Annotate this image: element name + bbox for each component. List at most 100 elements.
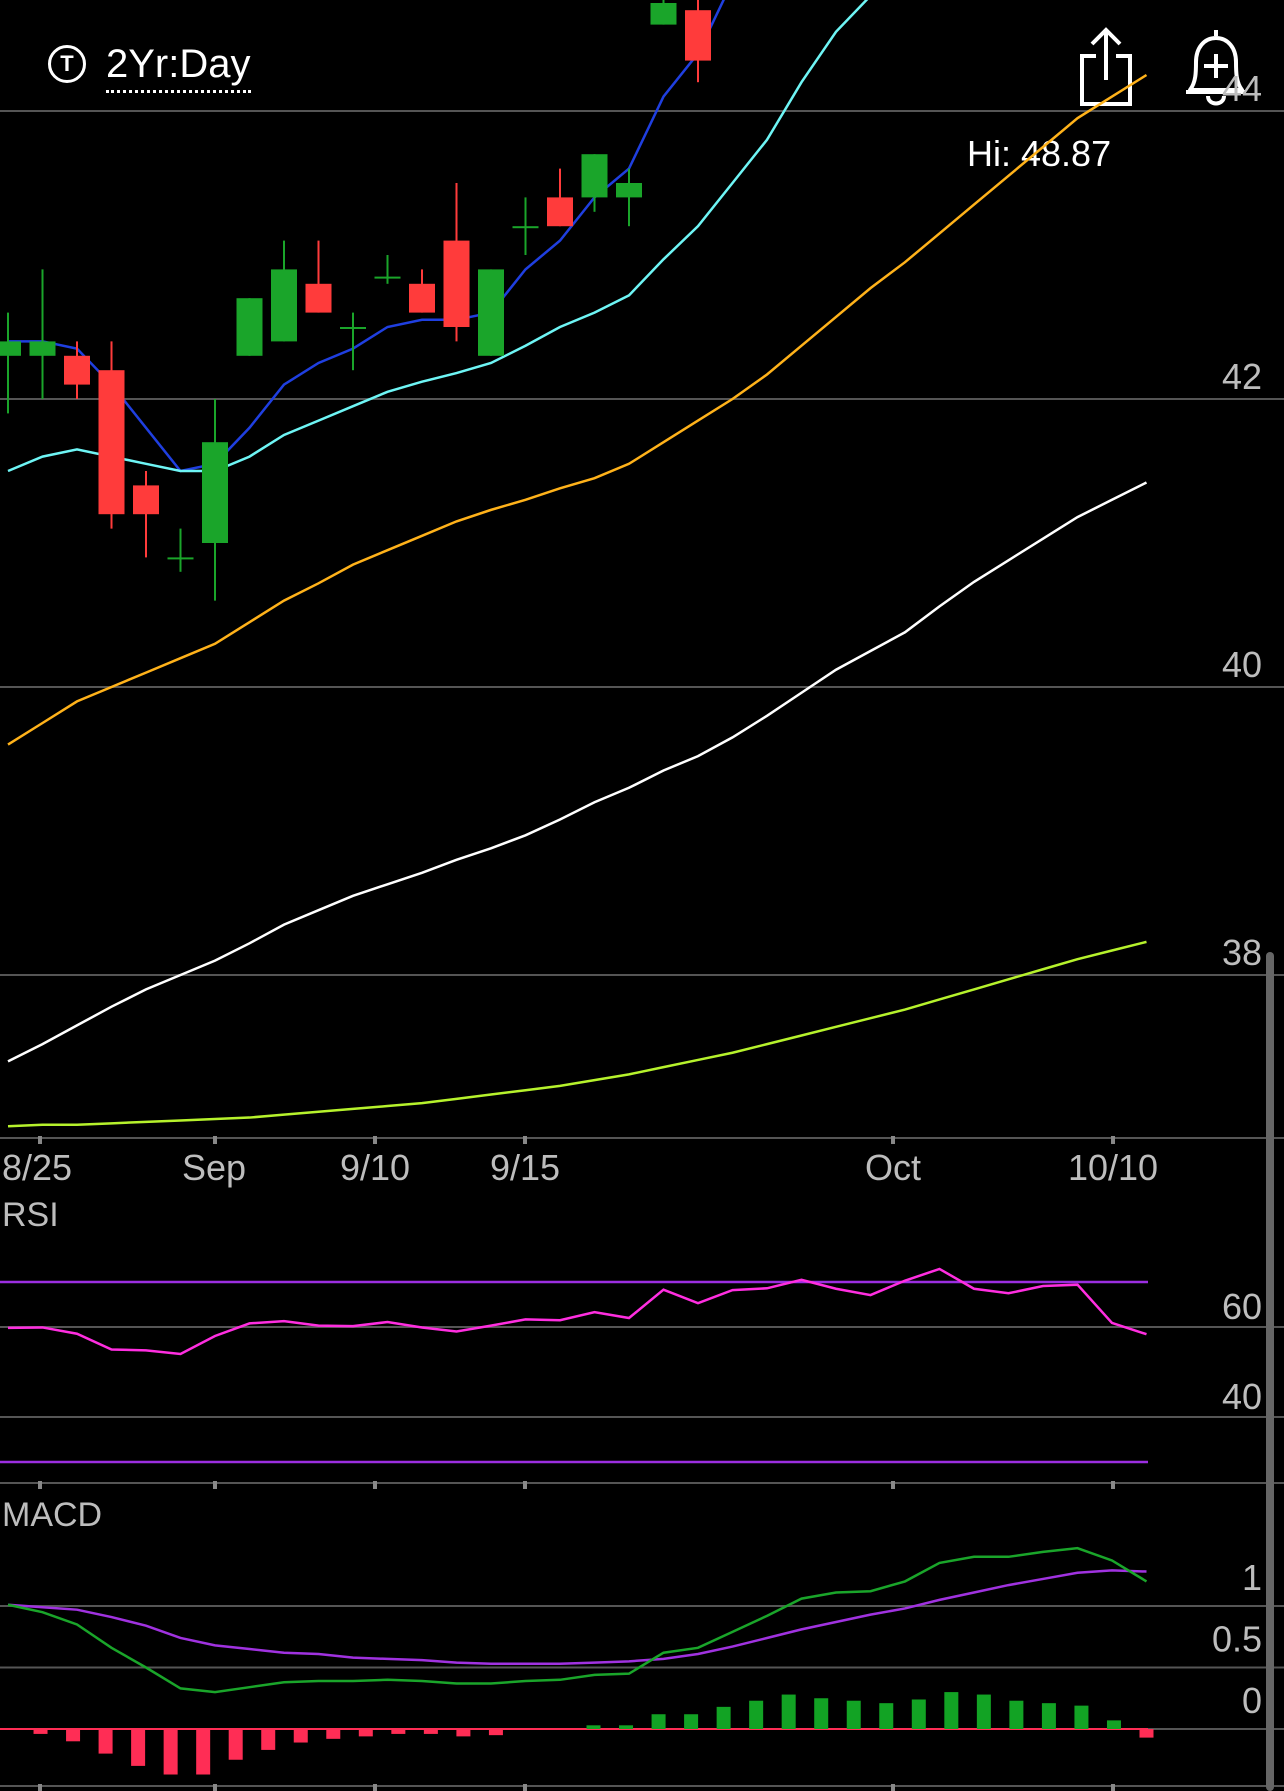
macd-histogram-bar xyxy=(944,1692,959,1729)
macd-histogram-bar xyxy=(196,1729,211,1775)
candle-body xyxy=(340,327,366,329)
macd-histogram-bar xyxy=(1074,1705,1089,1729)
macd-histogram-bar xyxy=(261,1729,276,1750)
candle-body xyxy=(98,370,125,515)
candle-body xyxy=(0,341,21,356)
candlestick xyxy=(167,528,194,572)
price-tick-label: 42 xyxy=(1222,356,1262,397)
candle-body xyxy=(271,269,297,342)
macd-line xyxy=(7,1546,1148,1694)
price-tick-label: 44 xyxy=(1222,68,1262,109)
macd-histogram-bar xyxy=(98,1729,113,1754)
candle-body xyxy=(685,10,711,61)
scrollbar[interactable] xyxy=(1266,952,1274,1791)
candle-body xyxy=(236,298,263,356)
time-tick-label: 9/10 xyxy=(340,1147,410,1188)
candle-body xyxy=(478,269,504,356)
macd-histogram-bar xyxy=(749,1700,764,1729)
candlestick xyxy=(374,255,401,284)
macd-histogram-bar xyxy=(911,1699,926,1729)
top-bar: T 2Yr:Day xyxy=(0,0,1284,130)
candlestick xyxy=(0,312,21,414)
macd-histogram-bar xyxy=(423,1729,438,1734)
macd-histogram-bar xyxy=(619,1725,634,1729)
macd-tick-label: 0 xyxy=(1242,1680,1262,1721)
rsi-line xyxy=(7,1267,1147,1356)
macd-histogram-bar xyxy=(33,1729,48,1734)
macd-histogram-bar xyxy=(391,1729,406,1734)
candle-body xyxy=(512,226,539,229)
candlestick xyxy=(443,183,470,342)
candle-body xyxy=(443,240,470,327)
add-alert-bell-icon[interactable] xyxy=(1180,24,1252,108)
macd-histogram-bar xyxy=(781,1694,796,1729)
candlestick xyxy=(340,312,366,371)
candlestick xyxy=(133,471,159,558)
candle-body xyxy=(616,183,642,198)
candlestick xyxy=(202,399,228,601)
candle-body xyxy=(133,485,159,515)
high-price-label: Hi: 48.87 xyxy=(967,133,1112,174)
macd-histogram-bar xyxy=(488,1729,503,1736)
candlestick xyxy=(581,154,608,212)
rsi-label: RSI xyxy=(2,1196,59,1234)
price-tick-label: 38 xyxy=(1222,932,1262,973)
candlestick xyxy=(685,0,711,83)
macd-label: MACD xyxy=(2,1496,102,1534)
macd-histogram-bar xyxy=(293,1729,308,1743)
share-icon[interactable] xyxy=(1076,26,1136,108)
candle-body xyxy=(29,341,56,356)
candle-body xyxy=(64,355,90,385)
candlestick xyxy=(29,269,56,399)
macd-histogram-bar xyxy=(879,1703,894,1729)
macd-histogram-bar xyxy=(358,1729,373,1737)
candlestick xyxy=(547,168,573,227)
time-tick-label: 8/25 xyxy=(2,1147,72,1188)
moving-average-line xyxy=(7,0,869,473)
candlestick xyxy=(478,269,504,356)
rsi-tick-label: 40 xyxy=(1222,1376,1262,1417)
price-tick-label: 40 xyxy=(1222,644,1262,685)
candlestick xyxy=(64,341,90,399)
macd-histogram-bar xyxy=(1139,1729,1154,1738)
macd-tick-label: 1 xyxy=(1242,1557,1262,1598)
candle-body xyxy=(581,154,608,198)
macd-histogram-bar xyxy=(976,1694,991,1729)
macd-histogram-bar xyxy=(684,1714,699,1729)
macd-histogram-bar xyxy=(651,1714,666,1729)
period-selector[interactable]: 2Yr:Day xyxy=(106,40,251,93)
candlestick xyxy=(98,341,125,529)
moving-average-line xyxy=(7,940,1147,1128)
candlestick xyxy=(409,269,435,313)
macd-histogram-bar xyxy=(814,1698,829,1729)
candlestick xyxy=(616,168,642,227)
candlestick xyxy=(305,240,332,313)
candlestick xyxy=(650,0,677,25)
macd-histogram-bar xyxy=(456,1729,471,1737)
macd-histogram-bar xyxy=(846,1700,861,1729)
candle-body xyxy=(305,283,332,313)
candle-body xyxy=(650,3,677,25)
candle-body xyxy=(547,197,573,227)
moving-average-line xyxy=(7,481,1148,1063)
macd-histogram-bar xyxy=(1009,1700,1024,1729)
macd-histogram-bar xyxy=(131,1729,146,1766)
moving-average-line xyxy=(8,0,725,473)
time-tick-label: 10/10 xyxy=(1068,1147,1158,1188)
macd-histogram-bar xyxy=(228,1729,243,1760)
candle-body xyxy=(374,276,401,279)
time-tick-label: 9/15 xyxy=(490,1147,560,1188)
macd-histogram-bar xyxy=(66,1729,81,1742)
macd-histogram-bar xyxy=(1041,1703,1056,1729)
rsi-tick-label: 60 xyxy=(1222,1286,1262,1327)
macd-signal-line xyxy=(7,1569,1147,1666)
macd-histogram-bar xyxy=(716,1706,731,1729)
macd-histogram-bar xyxy=(1106,1720,1121,1729)
timer-icon[interactable]: T xyxy=(48,45,86,83)
candlestick xyxy=(236,298,263,356)
macd-histogram-bar xyxy=(163,1729,178,1775)
time-tick-label: Sep xyxy=(182,1147,246,1188)
macd-tick-label: 0.5 xyxy=(1212,1619,1262,1660)
candlestick xyxy=(512,197,539,255)
